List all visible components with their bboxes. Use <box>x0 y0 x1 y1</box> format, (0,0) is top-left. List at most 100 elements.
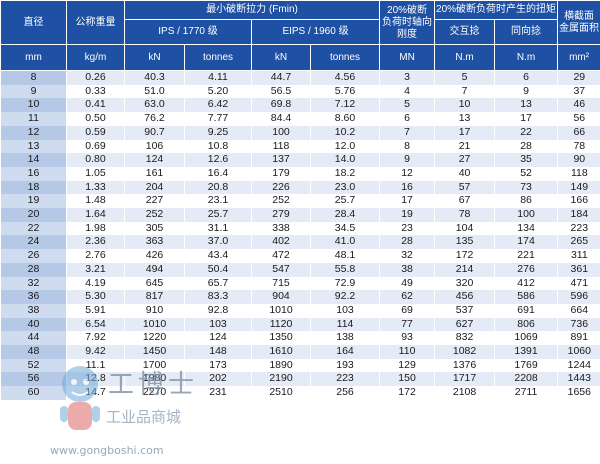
table-cell: 1069 <box>494 331 558 346</box>
table-cell: 62 <box>379 290 435 304</box>
table-cell: 92.8 <box>184 303 252 318</box>
table-cell: 103 <box>309 303 380 318</box>
unit-cell: mm² <box>557 44 600 71</box>
table-cell: 904 <box>251 290 311 304</box>
table-cell: 596 <box>557 290 600 304</box>
table-cell: 1443 <box>557 372 600 387</box>
header-metal-area-line1: 横截面 <box>564 10 595 22</box>
table-cell: 90 <box>557 153 600 167</box>
table-cell: 1.48 <box>66 194 125 209</box>
table-cell: 28 <box>379 235 435 250</box>
table-cell: 11.1 <box>66 358 125 373</box>
watermark-url: www.gongboshi.com <box>50 444 164 457</box>
table-cell: 76.2 <box>124 112 185 126</box>
unit-cell: tonnes <box>184 44 252 71</box>
table-row: 11 0.50 76.2 7.77 84.4 8.60 6 13 17 56 <box>0 112 600 126</box>
table-cell: 110 <box>379 345 435 359</box>
table-row: 24 2.36 363 37.0 402 41.0 28 135 174 265 <box>0 235 600 250</box>
table-cell: 231 <box>184 386 252 400</box>
table-cell: 1700 <box>124 358 185 373</box>
table-cell: 37 <box>557 84 600 99</box>
table-cell: 9 <box>494 84 558 99</box>
table-cell: 17 <box>434 125 495 140</box>
unit-cell: N.m <box>434 44 496 71</box>
table-cell: 41.0 <box>309 235 380 250</box>
table-cell: 1244 <box>557 358 600 373</box>
table-cell: 27 <box>434 153 495 167</box>
unit-cell: kg/m <box>66 44 125 71</box>
table-row: 28 3.21 494 50.4 547 55.8 38 214 276 361 <box>0 262 600 277</box>
table-cell: 28.4 <box>309 208 380 222</box>
table-cell: 2190 <box>251 372 311 387</box>
unit-cell: kN <box>124 44 185 71</box>
table-cell: 38 <box>379 262 435 277</box>
table-row: 56 12.8 1980 202 2190 223 150 1717 2208 1443 <box>0 372 600 387</box>
header-eips: EIPS / 1960 级 <box>250 19 381 45</box>
table-row: 9 0.33 51.0 5.20 56.5 5.76 4 7 9 37 <box>0 84 600 99</box>
table-cell: 104 <box>434 221 495 236</box>
header-diameter: 直径 <box>0 0 67 45</box>
table-cell: 20.8 <box>184 180 252 195</box>
table-cell: 24 <box>0 235 67 250</box>
header-nominal-weight: 公称重量 <box>66 0 125 45</box>
table-cell: 0.69 <box>66 139 125 154</box>
table-cell: 52 <box>0 358 67 373</box>
unit-cell: tonnes <box>309 44 381 71</box>
table-cell: 320 <box>434 276 495 291</box>
table-cell: 5.20 <box>184 84 252 99</box>
table-cell: 0.26 <box>66 70 125 85</box>
table-cell: 1376 <box>434 358 495 373</box>
unit-cell: mm <box>0 44 67 71</box>
table-cell: 5.30 <box>66 290 125 304</box>
table-cell: 2510 <box>251 386 311 400</box>
table-cell: 69 <box>379 303 435 318</box>
table-cell: 77 <box>379 317 435 332</box>
table-cell: 1220 <box>124 331 185 346</box>
table-cell: 715 <box>251 276 311 291</box>
table-cell: 4 <box>379 84 435 99</box>
table-cell: 48 <box>0 345 67 359</box>
table-cell: 73 <box>494 180 558 195</box>
table-cell: 1082 <box>434 345 495 359</box>
table-cell: 78 <box>434 208 495 222</box>
header-axial-stiffness: 20%破断 负荷时轴向 刚度 <box>379 0 436 45</box>
table-cell: 2208 <box>494 372 558 387</box>
header-torque-same-lay: 同向捻 <box>494 19 559 45</box>
table-cell: 227 <box>124 194 185 209</box>
table-cell: 11 <box>0 112 67 126</box>
table-cell: 93 <box>379 331 435 346</box>
table-cell: 0.33 <box>66 84 125 99</box>
unit-cell: kN <box>251 44 311 71</box>
table-cell: 17 <box>494 112 558 126</box>
table-cell: 1060 <box>557 345 600 359</box>
table-cell: 1.05 <box>66 166 125 181</box>
table-cell: 51.0 <box>124 84 185 99</box>
table-cell: 1769 <box>494 358 558 373</box>
table-cell: 221 <box>494 249 558 263</box>
header-torque-cross-lay: 交互捻 <box>434 19 496 45</box>
table-cell: 193 <box>309 358 380 373</box>
table-cell: 10 <box>0 98 67 113</box>
table-cell: 7.92 <box>66 331 125 346</box>
table-row: 8 0.26 40.3 4.11 44.7 4.56 3 5 6 29 <box>0 70 600 85</box>
header-metal-area-line2: 金属面积 <box>559 22 600 34</box>
table-cell: 124 <box>184 331 252 346</box>
table-row: 13 0.69 106 10.8 118 12.0 8 21 28 78 <box>0 139 600 154</box>
table-cell: 586 <box>494 290 558 304</box>
table-cell: 32 <box>379 249 435 263</box>
table-cell: 8.60 <box>309 112 380 126</box>
table-cell: 1610 <box>251 345 311 359</box>
table-cell: 891 <box>557 331 600 346</box>
table-cell: 12 <box>379 166 435 181</box>
table-cell: 627 <box>434 317 495 332</box>
table-cell: 0.41 <box>66 98 125 113</box>
table-cell: 19 <box>0 194 67 209</box>
table-cell: 28 <box>0 262 67 277</box>
table-cell: 9.42 <box>66 345 125 359</box>
table-cell: 16.4 <box>184 166 252 181</box>
table-cell: 26 <box>0 249 67 263</box>
table-cell: 223 <box>557 221 600 236</box>
table-cell: 311 <box>557 249 600 263</box>
table-cell: 114 <box>309 317 380 332</box>
table-cell: 23.1 <box>184 194 252 209</box>
